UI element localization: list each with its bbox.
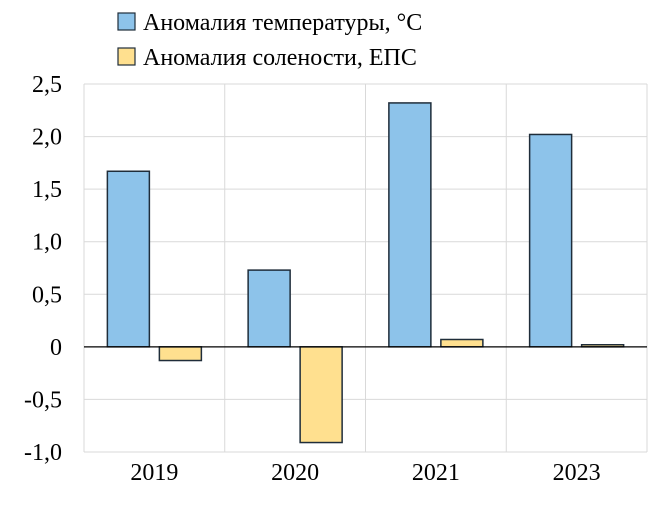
legend-label: Аномалия температуры, °С [143,10,422,36]
y-tick-label: 1,0 [32,230,62,256]
bar-temperature-2021 [388,102,432,348]
y-tick-label: 0 [50,335,62,361]
bar-salinity-2020 [299,346,343,444]
x-tick-label: 2020 [271,460,319,486]
y-tick-label: -1,0 [24,440,62,466]
legend-swatch [117,47,136,66]
bar-salinity-2019 [158,346,203,362]
axes: 2,5 2,0 1,5 1,0 0,5 0 -0,5 -1,0 2019 2020 2021 2023 [24,72,647,486]
y-tick-label: 2,5 [32,72,62,98]
x-tick-label: 2021 [412,460,460,486]
bar-temperature-2023 [528,133,573,348]
bar-salinity-2021 [440,338,484,348]
y-tick-label: 1,5 [32,177,62,203]
y-tick-label: -0,5 [24,387,62,413]
y-tick-label: 0,5 [32,282,62,308]
grid [83,83,648,453]
bars [106,102,625,444]
bar-temperature-2020 [247,269,291,348]
bar-temperature-2019 [106,170,151,348]
legend-label: Аномалия солености, ЕПС [143,45,417,71]
legend-swatch [117,12,136,31]
y-tick-label: 2,0 [32,125,62,151]
x-tick-label: 2019 [130,460,178,486]
x-tick-label: 2023 [553,460,601,486]
legend: Аномалия температуры, °С Аномалия соленос… [117,10,422,71]
